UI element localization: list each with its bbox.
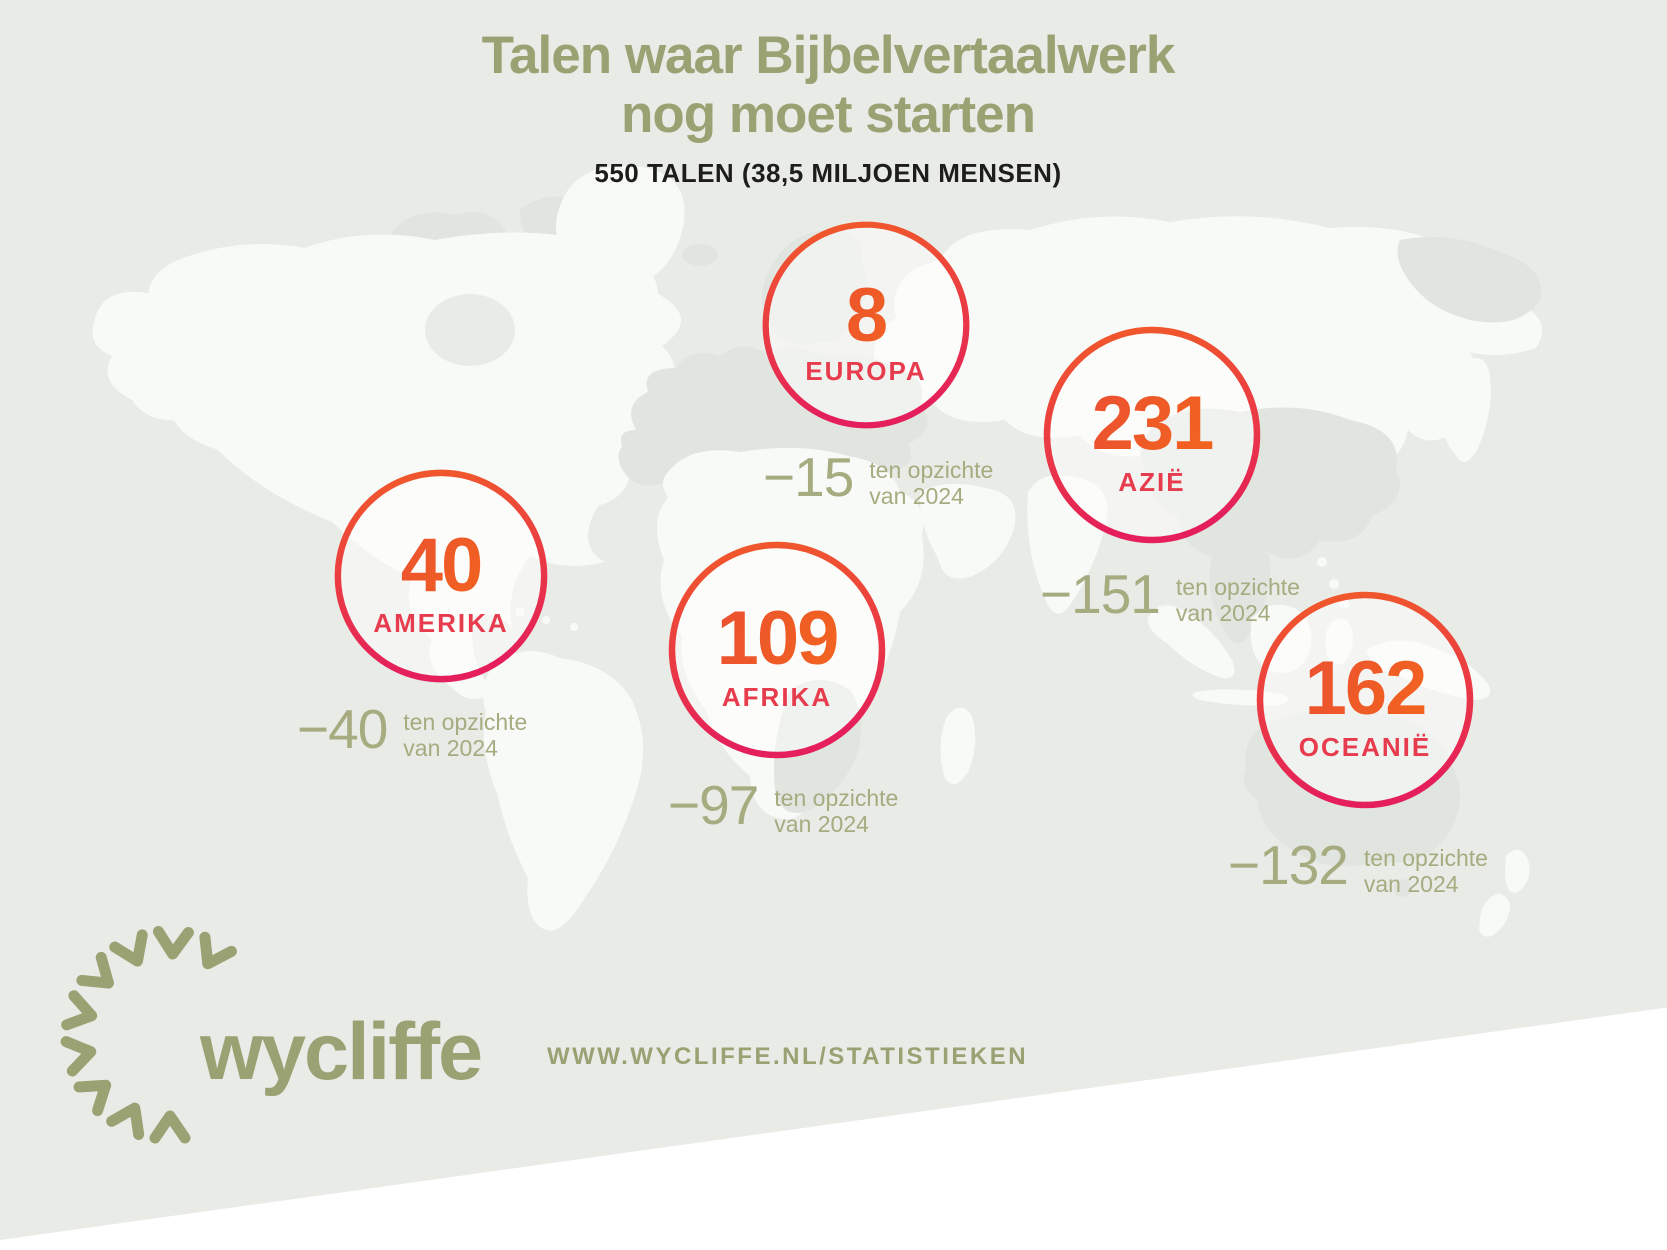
amerika-delta-note: ten opzichte van 2024 bbox=[403, 709, 527, 761]
note-line: ten opzichte bbox=[1363, 845, 1488, 871]
amerika-label: AMERIKA bbox=[373, 607, 509, 638]
azie-delta: −151 ten opzichte van 2024 bbox=[1040, 563, 1300, 626]
amerika-delta-value: −40 bbox=[297, 698, 388, 760]
afrika-value: 109 bbox=[665, 600, 889, 677]
header: Talen waar Bijbelvertaalwerk nog moet st… bbox=[0, 26, 1656, 189]
oceanie-value: 162 bbox=[1253, 650, 1477, 727]
azie-value: 231 bbox=[1040, 385, 1264, 462]
oceanie-delta-value: −132 bbox=[1228, 834, 1349, 896]
note-line: van 2024 bbox=[869, 483, 964, 509]
europa-delta-value: −15 bbox=[763, 446, 854, 508]
note-line: ten opzichte bbox=[403, 709, 528, 735]
continent-south-america bbox=[483, 650, 644, 931]
oceanie-delta: −132 ten opzichte van 2024 bbox=[1228, 834, 1488, 897]
afrika-circle bbox=[668, 541, 886, 759]
region-stat-afrika: 109 AFRIKA bbox=[665, 538, 889, 762]
page-subtitle: 550 TALEN (38,5 MILJOEN MENSEN) bbox=[594, 158, 1062, 188]
oceanie-label: OCEANIË bbox=[1298, 732, 1432, 763]
europa-delta: −15 ten opzichte van 2024 bbox=[763, 446, 993, 509]
region-stat-amerika: 40 AMERIKA bbox=[331, 466, 551, 686]
oceanie-delta-note: ten opzichte van 2024 bbox=[1364, 845, 1488, 897]
note-line: van 2024 bbox=[403, 735, 498, 761]
note-line: van 2024 bbox=[1175, 600, 1271, 626]
region-stat-oceanie: 162 OCEANIË bbox=[1253, 588, 1477, 812]
europa-delta-note: ten opzichte van 2024 bbox=[869, 457, 993, 509]
europa-circle bbox=[762, 221, 970, 429]
azie-delta-value: −151 bbox=[1040, 563, 1161, 625]
amerika-delta: −40 ten opzichte van 2024 bbox=[297, 698, 527, 761]
note-line: ten opzichte bbox=[1175, 574, 1300, 600]
azie-label: AZIË bbox=[1118, 467, 1186, 498]
note-line: ten opzichte bbox=[869, 457, 994, 483]
note-line: van 2024 bbox=[774, 811, 869, 837]
page-title-line2: nog moet starten bbox=[621, 85, 1036, 144]
continent-north-america bbox=[92, 165, 685, 700]
afrika-label: AFRIKA bbox=[721, 682, 833, 713]
europa-value: 8 bbox=[759, 277, 973, 354]
note-line: ten opzichte bbox=[774, 785, 899, 811]
note-line: van 2024 bbox=[1363, 871, 1459, 897]
afrika-delta-note: ten opzichte van 2024 bbox=[774, 785, 898, 837]
europa-label: EUROPA bbox=[805, 356, 927, 387]
afrika-delta: −97 ten opzichte van 2024 bbox=[668, 774, 898, 837]
page-title-line1: Talen waar Bijbelvertaalwerk bbox=[481, 26, 1176, 85]
azie-circle bbox=[1043, 326, 1261, 544]
region-stat-azie: 231 AZIË bbox=[1040, 323, 1264, 547]
page-title: Talen waar Bijbelvertaalwerk nog moet st… bbox=[0, 26, 1656, 144]
amerika-value: 40 bbox=[331, 527, 551, 604]
oceanie-circle bbox=[1256, 591, 1474, 809]
region-stat-europa: 8 EUROPA bbox=[759, 218, 973, 432]
amerika-circle bbox=[334, 469, 548, 683]
afrika-delta-value: −97 bbox=[668, 774, 759, 836]
azie-delta-note: ten opzichte van 2024 bbox=[1176, 574, 1300, 626]
